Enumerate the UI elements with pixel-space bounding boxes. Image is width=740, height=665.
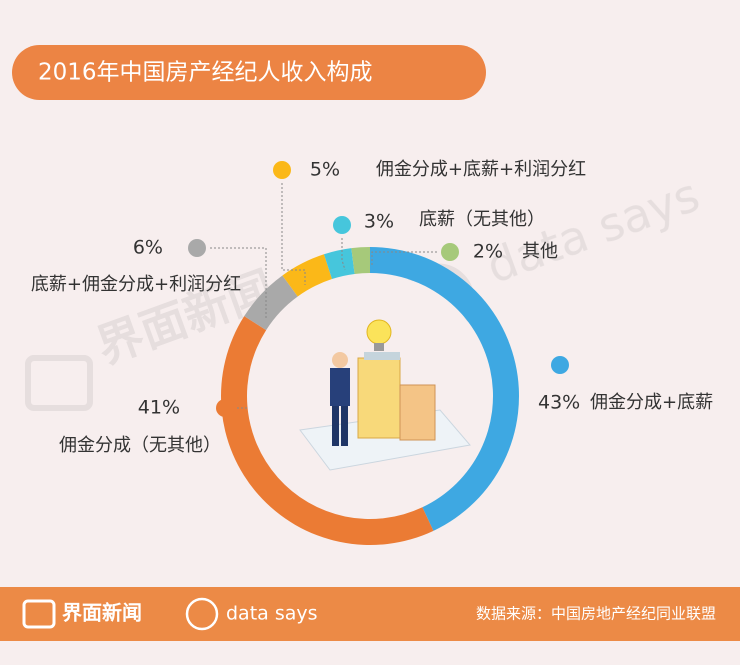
legend-dot: [333, 216, 351, 234]
legend-dot: [551, 356, 569, 374]
legend-dot: [216, 399, 234, 417]
illustration: [299, 319, 471, 471]
legend-dot: [441, 243, 459, 261]
category-label: 其他: [522, 241, 558, 262]
category-label: 佣金分成（无其他）: [59, 435, 221, 456]
value-label: 43%: [538, 392, 580, 414]
category-label: 佣金分成+底薪: [590, 392, 713, 413]
title-pill: [12, 45, 486, 100]
legend-dot: [188, 239, 206, 257]
leader-line: [371, 251, 437, 265]
footer-logo: [22, 599, 56, 629]
leader-line: [341, 238, 346, 271]
value-label: 5%: [310, 159, 340, 181]
category-label: 佣金分成+底薪+利润分红: [376, 159, 586, 180]
watermark-logo: [25, 355, 93, 411]
leader-line: [210, 247, 267, 318]
category-label: 底薪（无其他）: [419, 209, 545, 230]
donut-slice: [282, 254, 332, 297]
leader-line: [281, 183, 306, 285]
donut-slice: [244, 275, 298, 331]
value-label: 3%: [364, 211, 394, 233]
donut-slice: [370, 247, 519, 531]
footer-tagline: data says: [226, 603, 318, 625]
donut-slice: [323, 248, 355, 280]
footer-band: [0, 587, 740, 641]
donut-slice: [221, 316, 434, 545]
donut-slice: [351, 247, 370, 274]
footer-brand: 界面新闻: [62, 601, 142, 625]
donut-chart: 43% 佣金分成+底薪 41% 佣金分成（无其他） 6% 底薪+佣金分成+利润分红 5% 佣金…: [31, 159, 713, 545]
value-label: 41%: [138, 397, 180, 419]
value-label: 6%: [133, 237, 163, 259]
value-label: 2%: [473, 241, 503, 263]
footer-source: 数据来源：中国房地产经纪同业联盟: [476, 605, 716, 623]
footer-icon: [185, 597, 219, 631]
legend-dot: [273, 161, 291, 179]
category-label: 底薪+佣金分成+利润分红: [31, 274, 241, 295]
chart-title: 2016年中国房产经纪人收入构成: [38, 60, 373, 86]
